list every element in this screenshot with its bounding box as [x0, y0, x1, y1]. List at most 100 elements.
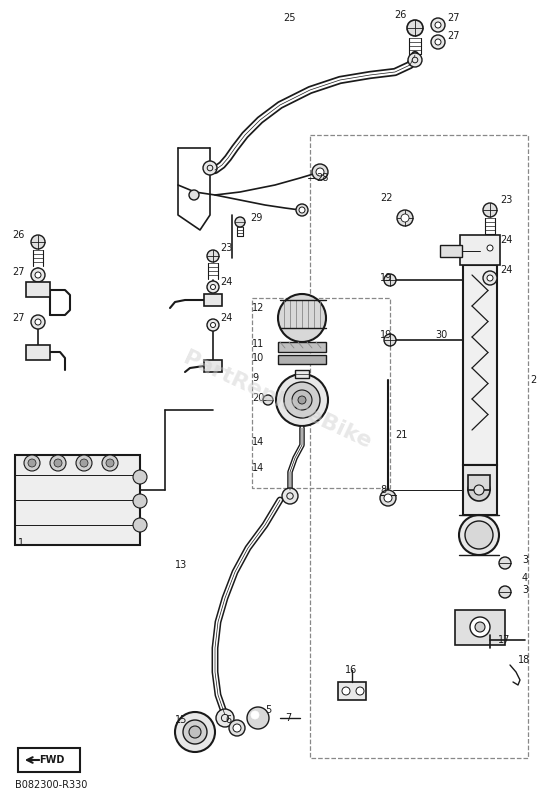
Circle shape	[106, 459, 114, 467]
Circle shape	[80, 459, 88, 467]
Text: 26: 26	[394, 10, 406, 20]
Circle shape	[380, 490, 396, 506]
Circle shape	[251, 711, 259, 719]
Circle shape	[284, 382, 320, 418]
Circle shape	[483, 203, 497, 217]
Bar	[278, 355, 326, 364]
Text: 11: 11	[252, 339, 264, 349]
Circle shape	[235, 217, 245, 227]
Text: 17: 17	[498, 635, 510, 645]
Text: 1: 1	[18, 538, 24, 548]
Text: 21: 21	[395, 430, 408, 440]
Circle shape	[407, 20, 423, 36]
Bar	[26, 345, 50, 360]
Text: 24: 24	[500, 235, 513, 245]
Circle shape	[384, 494, 392, 502]
Text: 27: 27	[12, 267, 24, 277]
Circle shape	[312, 164, 328, 180]
Circle shape	[282, 488, 298, 504]
Circle shape	[221, 714, 228, 722]
Circle shape	[28, 459, 36, 467]
Circle shape	[298, 396, 306, 404]
Circle shape	[276, 374, 328, 426]
Circle shape	[397, 210, 413, 226]
Circle shape	[207, 250, 219, 262]
Circle shape	[384, 274, 396, 286]
Circle shape	[287, 493, 293, 499]
Bar	[338, 682, 366, 700]
Text: 19: 19	[380, 330, 392, 340]
Circle shape	[35, 319, 41, 325]
Text: 12: 12	[252, 303, 264, 313]
Circle shape	[499, 557, 511, 569]
Text: 3: 3	[522, 555, 528, 565]
Text: 27: 27	[12, 313, 24, 323]
Circle shape	[50, 455, 66, 471]
Text: 5: 5	[265, 705, 272, 715]
Text: 27: 27	[447, 31, 460, 41]
Circle shape	[211, 285, 216, 290]
Text: 20: 20	[252, 393, 264, 403]
Circle shape	[470, 617, 490, 637]
Circle shape	[356, 687, 364, 695]
Circle shape	[342, 687, 350, 695]
Text: 14: 14	[252, 463, 264, 473]
Text: PartReplaceBike: PartReplaceBike	[180, 347, 374, 453]
Circle shape	[475, 622, 485, 632]
Text: 24: 24	[220, 277, 232, 287]
Circle shape	[54, 459, 62, 467]
Circle shape	[296, 204, 308, 216]
Bar	[278, 342, 326, 352]
Circle shape	[299, 207, 305, 213]
Bar	[440, 245, 462, 257]
Circle shape	[487, 275, 493, 281]
Bar	[18, 748, 80, 772]
Circle shape	[499, 586, 511, 598]
Circle shape	[31, 235, 45, 249]
Bar	[15, 455, 140, 545]
Text: 28: 28	[316, 173, 328, 183]
Text: 4: 4	[522, 573, 528, 583]
Circle shape	[133, 494, 147, 508]
Circle shape	[133, 470, 147, 484]
Text: B082300-R330: B082300-R330	[15, 780, 87, 790]
Circle shape	[35, 272, 41, 278]
Text: 27: 27	[447, 13, 460, 23]
Circle shape	[483, 271, 497, 285]
Text: 19: 19	[380, 273, 392, 283]
Circle shape	[203, 161, 217, 175]
Circle shape	[487, 245, 493, 251]
Text: 23: 23	[500, 195, 513, 205]
Text: 3: 3	[522, 585, 528, 595]
Circle shape	[207, 166, 213, 170]
Circle shape	[401, 214, 409, 222]
Bar	[455, 610, 505, 645]
Circle shape	[263, 395, 273, 405]
Circle shape	[474, 485, 484, 495]
Bar	[463, 265, 497, 465]
Circle shape	[189, 190, 199, 200]
Text: 8: 8	[380, 485, 386, 495]
Bar	[460, 235, 500, 265]
Bar	[26, 282, 50, 297]
Bar	[463, 465, 497, 515]
Text: 15: 15	[175, 715, 187, 725]
Circle shape	[412, 58, 418, 62]
Circle shape	[468, 479, 490, 501]
Circle shape	[133, 518, 147, 532]
Text: 23: 23	[220, 243, 232, 253]
Circle shape	[431, 35, 445, 49]
Text: 14: 14	[252, 437, 264, 447]
Bar	[468, 475, 490, 490]
Circle shape	[292, 390, 312, 410]
Text: FWD: FWD	[39, 755, 65, 765]
Text: 6: 6	[225, 715, 231, 725]
Text: 26: 26	[12, 230, 24, 240]
Text: 22: 22	[380, 193, 393, 203]
Circle shape	[229, 720, 245, 736]
Circle shape	[31, 268, 45, 282]
Text: 18: 18	[518, 655, 530, 665]
Text: 13: 13	[175, 560, 187, 570]
Text: 24: 24	[500, 265, 513, 275]
Circle shape	[408, 53, 422, 67]
